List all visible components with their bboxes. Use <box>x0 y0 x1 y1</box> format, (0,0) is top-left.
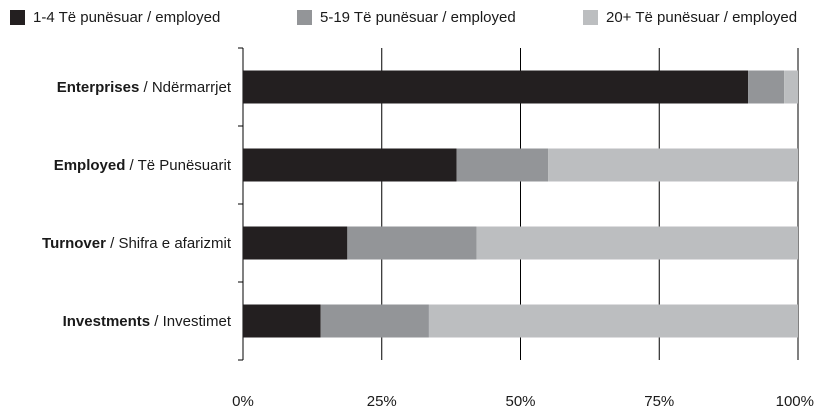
category-label-rest-3: / Investimet <box>150 313 232 330</box>
bar-3-series-0 <box>243 304 321 338</box>
bar-0-series-2 <box>784 70 798 104</box>
bar-0-series-1 <box>748 70 785 104</box>
bar-1-series-1 <box>456 148 549 182</box>
legend-label-1-4: 1-4 Të punësuar / employed <box>33 8 221 26</box>
legend-item-5-19: 5-19 Të punësuar / employed <box>297 8 516 26</box>
bar-0-series-0 <box>243 70 749 104</box>
bar-1-series-0 <box>243 148 457 182</box>
bar-2-series-2 <box>476 226 798 260</box>
category-label-bold-3: Investments <box>63 313 151 330</box>
legend-swatch-5-19 <box>297 9 312 25</box>
category-label-rest-0: / Ndërmarrjet <box>139 79 232 96</box>
legend-item-20plus: 20+ Të punësuar / employed <box>583 8 798 26</box>
category-label-rest-2: / Shifra e afarizmit <box>106 235 232 252</box>
legend-item-1-4: 1-4 Të punësuar / employed <box>10 8 221 26</box>
category-label-rest-1: / Të Punësuarit <box>125 157 231 174</box>
category-label-3: Investments / Investimet <box>63 313 232 330</box>
x-tick-label-0: 0% <box>232 393 254 410</box>
x-tick-label-1: 25% <box>367 393 397 410</box>
legend-swatch-20plus <box>583 9 598 25</box>
legend: 1-4 Të punësuar / employed 5-19 Të punës… <box>0 0 830 32</box>
category-label-bold-2: Turnover <box>42 235 106 252</box>
x-tick-label-4: 100% <box>776 393 814 410</box>
bar-2-series-0 <box>243 226 348 260</box>
legend-swatch-1-4 <box>10 9 25 25</box>
category-label-2: Turnover / Shifra e afarizmit <box>42 235 232 252</box>
category-label-1: Employed / Të Punësuarit <box>54 157 232 174</box>
category-label-bold-0: Enterprises <box>57 79 140 96</box>
category-label-bold-1: Employed <box>54 157 126 174</box>
bar-1-series-2 <box>548 148 798 182</box>
legend-label-5-19: 5-19 Të punësuar / employed <box>320 8 516 26</box>
category-label-0: Enterprises / Ndërmarrjet <box>57 79 232 96</box>
bar-3-series-1 <box>320 304 429 338</box>
x-tick-label-3: 75% <box>644 393 674 410</box>
bar-2-series-1 <box>347 226 477 260</box>
bar-3-series-2 <box>428 304 798 338</box>
x-tick-label-2: 50% <box>505 393 535 410</box>
legend-label-20plus: 20+ Të punësuar / employed <box>606 8 798 26</box>
